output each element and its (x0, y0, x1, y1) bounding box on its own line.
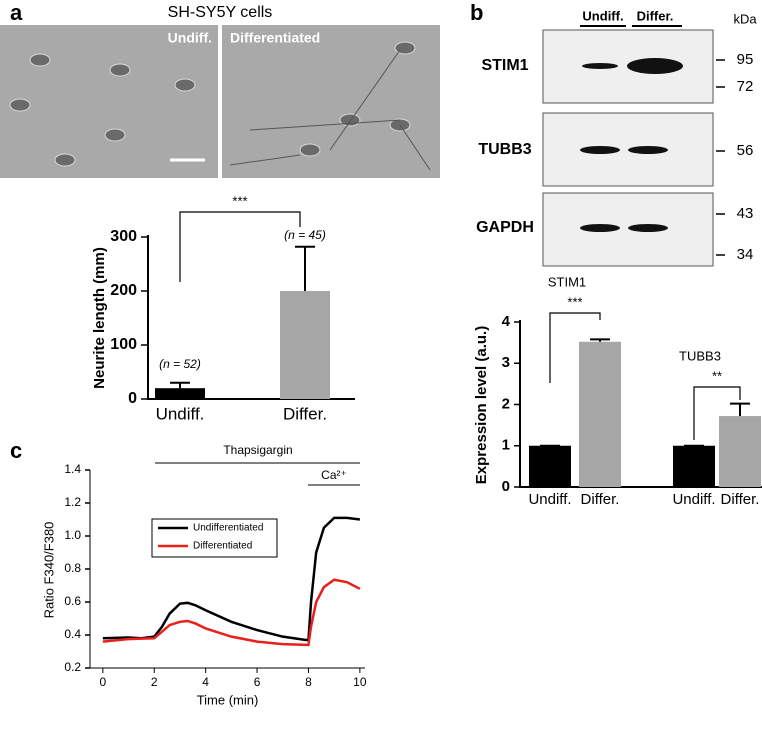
bar (280, 291, 330, 399)
marker-label: 95 (737, 51, 754, 68)
bar (673, 445, 715, 487)
group-label: TUBB3 (679, 348, 721, 363)
bar (719, 416, 761, 487)
y-tick-label: 0 (128, 390, 137, 407)
bar (529, 445, 571, 487)
cell (9, 98, 31, 112)
x-tick-label: 4 (202, 675, 209, 689)
cell (104, 128, 126, 142)
y-tick-label: 300 (110, 228, 137, 245)
x-tick-label: Undiff. (528, 491, 571, 508)
marker-label: 34 (737, 246, 754, 263)
x-tick-label: 0 (100, 675, 107, 689)
band (580, 224, 620, 232)
y-tick-label: 1.2 (64, 495, 81, 509)
legend-box (151, 518, 278, 558)
x-tick-label: Undiff. (156, 404, 205, 423)
x-tick-label: Differ. (581, 491, 620, 508)
significance: ** (712, 368, 722, 383)
blot-label: STIM1 (481, 57, 528, 74)
y-tick-label: 0.6 (64, 594, 81, 608)
y-tick-label: 1 (502, 437, 510, 454)
band (628, 224, 668, 232)
significance-bracket (693, 386, 741, 440)
y-tick-label: 0.2 (64, 660, 81, 674)
y-tick-label: 0.4 (64, 627, 81, 641)
blot-label: GAPDH (476, 219, 534, 236)
x-tick-label: Undiff. (672, 491, 715, 508)
neurite (249, 119, 401, 131)
y-axis-title: Neurite length (mm) (91, 247, 108, 389)
legend-label: Undifferentiated (193, 523, 263, 534)
band (628, 146, 668, 154)
micrograph (0, 25, 218, 178)
bar (579, 341, 621, 487)
x-tick-label: 8 (305, 675, 312, 689)
lane-label: Undiff. (582, 8, 623, 23)
y-tick-label: 1.0 (64, 528, 81, 542)
line (102, 578, 361, 647)
x-tick-label: Differ. (721, 491, 760, 508)
band (582, 63, 618, 69)
y-tick-label: 0.8 (64, 561, 81, 575)
y-tick-label: 1.4 (64, 462, 81, 476)
image-title: SH-SY5Y cells (168, 4, 273, 21)
significance-bracket (549, 312, 601, 383)
image-label: Undiff. (168, 30, 212, 46)
significance-bracket (179, 211, 301, 282)
annotation: Thapsigargin (223, 443, 292, 457)
neurite (399, 124, 431, 171)
lane-label: Differ. (637, 8, 674, 23)
y-tick-label: 2 (502, 395, 510, 412)
y-tick-label: 0 (502, 478, 510, 495)
cell (299, 143, 321, 157)
legend-label: Differentiated (193, 541, 252, 552)
neurite (329, 49, 401, 151)
blot-box (542, 192, 714, 267)
significance: *** (567, 294, 582, 309)
y-axis-title: Ratio F340/F380 (41, 522, 56, 619)
error-bar (295, 245, 315, 291)
panel-label: c (10, 438, 22, 463)
band (627, 58, 683, 74)
error-bar (590, 338, 610, 342)
sample-size: (n = 52) (159, 357, 201, 371)
image-label: Differentiated (230, 30, 320, 46)
marker-label: 56 (737, 142, 754, 159)
y-tick-label: 3 (502, 354, 510, 371)
line (102, 516, 361, 642)
cell (54, 153, 76, 167)
blot-label: TUBB3 (478, 141, 531, 158)
cell (109, 63, 131, 77)
band (580, 146, 620, 154)
sample-size: (n = 45) (284, 228, 326, 242)
cell (394, 41, 416, 55)
x-axis-title: Time (min) (197, 692, 259, 707)
error-bar (730, 402, 750, 417)
y-tick-label: 4 (502, 313, 511, 330)
neurite (229, 154, 301, 166)
x-tick-label: 10 (353, 675, 367, 689)
marker-label: 72 (737, 78, 754, 95)
marker-label: 43 (737, 205, 754, 222)
x-tick-label: 2 (151, 675, 158, 689)
annotation: Ca²⁺ (321, 468, 347, 482)
significance: *** (232, 193, 247, 208)
x-tick-label: 6 (254, 675, 261, 689)
cell (29, 53, 51, 67)
y-tick-label: 100 (110, 336, 137, 353)
blot-box (542, 112, 714, 187)
y-axis-title: Expression level (a.u.) (473, 326, 490, 484)
y-tick-label: 200 (110, 282, 137, 299)
x-tick-label: Differ. (283, 404, 327, 423)
kda-label: kDa (733, 11, 757, 26)
cell (174, 78, 196, 92)
panel-label: a (10, 0, 23, 25)
bar (155, 388, 205, 399)
group-label: STIM1 (548, 274, 586, 289)
panel-label: b (470, 0, 483, 25)
error-bar (170, 381, 190, 389)
